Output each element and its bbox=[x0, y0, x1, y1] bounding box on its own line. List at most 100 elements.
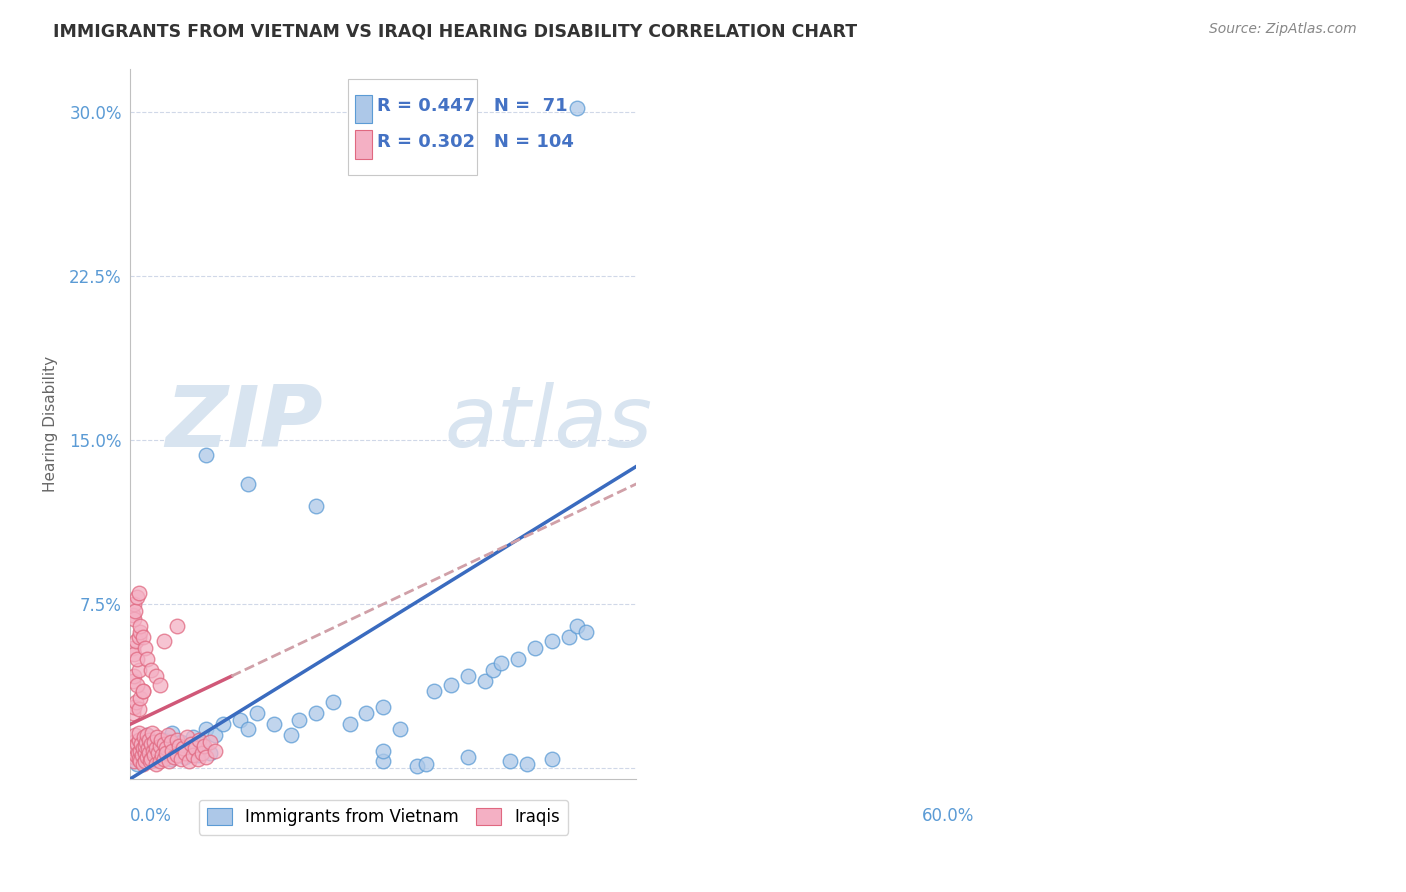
Point bbox=[145, 741, 167, 756]
Text: IMMIGRANTS FROM VIETNAM VS IRAQI HEARING DISABILITY CORRELATION CHART: IMMIGRANTS FROM VIETNAM VS IRAQI HEARING… bbox=[53, 22, 858, 40]
Point bbox=[373, 755, 395, 769]
Point bbox=[121, 743, 143, 757]
Point bbox=[125, 651, 148, 665]
Point bbox=[482, 663, 505, 677]
Point bbox=[141, 737, 163, 751]
Point bbox=[474, 673, 496, 688]
Point bbox=[200, 735, 222, 749]
Point bbox=[356, 706, 378, 721]
Point bbox=[149, 741, 172, 756]
Point bbox=[121, 640, 143, 655]
Point bbox=[195, 449, 218, 463]
Point bbox=[150, 747, 173, 762]
Point bbox=[145, 756, 167, 771]
Point bbox=[541, 634, 564, 648]
Point bbox=[575, 625, 598, 640]
Point bbox=[129, 619, 152, 633]
Point bbox=[124, 699, 146, 714]
Point bbox=[146, 731, 169, 745]
Point bbox=[188, 732, 211, 747]
Point bbox=[457, 669, 479, 683]
Point bbox=[155, 746, 177, 760]
Point bbox=[373, 743, 395, 757]
Point bbox=[125, 634, 148, 648]
Point bbox=[121, 739, 143, 753]
Point bbox=[125, 695, 148, 709]
Point bbox=[191, 737, 214, 751]
Point bbox=[134, 739, 156, 753]
Text: 0.0%: 0.0% bbox=[131, 807, 172, 825]
Point bbox=[129, 755, 152, 769]
Point bbox=[142, 747, 165, 762]
Point bbox=[132, 731, 155, 745]
Point bbox=[124, 597, 146, 611]
Point bbox=[124, 669, 146, 683]
Point bbox=[176, 731, 198, 745]
Point bbox=[124, 728, 146, 742]
Point bbox=[125, 747, 148, 762]
Point bbox=[132, 735, 155, 749]
Point bbox=[153, 737, 176, 751]
Point bbox=[134, 746, 156, 760]
Legend: Immigrants from Vietnam, Iraqis: Immigrants from Vietnam, Iraqis bbox=[198, 800, 568, 835]
Point bbox=[155, 741, 177, 756]
FancyBboxPatch shape bbox=[356, 95, 371, 123]
Point bbox=[121, 607, 143, 622]
Text: Source: ZipAtlas.com: Source: ZipAtlas.com bbox=[1209, 22, 1357, 37]
Point bbox=[122, 612, 145, 626]
Point bbox=[142, 743, 165, 757]
Point bbox=[499, 755, 522, 769]
Point bbox=[124, 604, 146, 618]
Point bbox=[558, 630, 581, 644]
Point bbox=[134, 640, 156, 655]
Point bbox=[132, 741, 155, 756]
Point bbox=[200, 746, 222, 760]
Point bbox=[157, 755, 180, 769]
Point bbox=[183, 731, 205, 745]
Point bbox=[195, 722, 218, 736]
Point bbox=[305, 706, 328, 721]
Point bbox=[138, 732, 160, 747]
Point bbox=[184, 741, 207, 756]
Point bbox=[146, 746, 169, 760]
FancyBboxPatch shape bbox=[356, 130, 371, 159]
Point bbox=[127, 746, 149, 760]
Point bbox=[491, 656, 513, 670]
Point bbox=[162, 726, 184, 740]
Point bbox=[288, 713, 311, 727]
Point bbox=[136, 651, 159, 665]
FancyBboxPatch shape bbox=[347, 79, 477, 175]
Point bbox=[162, 743, 184, 757]
Point bbox=[132, 756, 155, 771]
Point bbox=[457, 750, 479, 764]
Point bbox=[129, 737, 152, 751]
Point bbox=[508, 651, 530, 665]
Point bbox=[124, 735, 146, 749]
Point bbox=[524, 640, 547, 655]
Point bbox=[141, 726, 163, 740]
Point bbox=[389, 722, 412, 736]
Point bbox=[136, 728, 159, 742]
Point bbox=[128, 586, 150, 600]
Point bbox=[128, 663, 150, 677]
Point bbox=[191, 746, 214, 760]
Point bbox=[129, 743, 152, 757]
Point bbox=[129, 691, 152, 706]
Point bbox=[150, 750, 173, 764]
Point bbox=[166, 732, 188, 747]
Point bbox=[136, 741, 159, 756]
Point bbox=[124, 750, 146, 764]
Point bbox=[170, 735, 193, 749]
Point bbox=[121, 673, 143, 688]
Point bbox=[440, 678, 463, 692]
Point bbox=[155, 746, 177, 760]
Point bbox=[125, 737, 148, 751]
Point bbox=[406, 759, 429, 773]
Point bbox=[280, 728, 302, 742]
Point bbox=[129, 747, 152, 762]
Point bbox=[180, 737, 202, 751]
Text: 60.0%: 60.0% bbox=[921, 807, 974, 825]
Point bbox=[373, 699, 395, 714]
Point bbox=[516, 756, 538, 771]
Point bbox=[567, 619, 589, 633]
